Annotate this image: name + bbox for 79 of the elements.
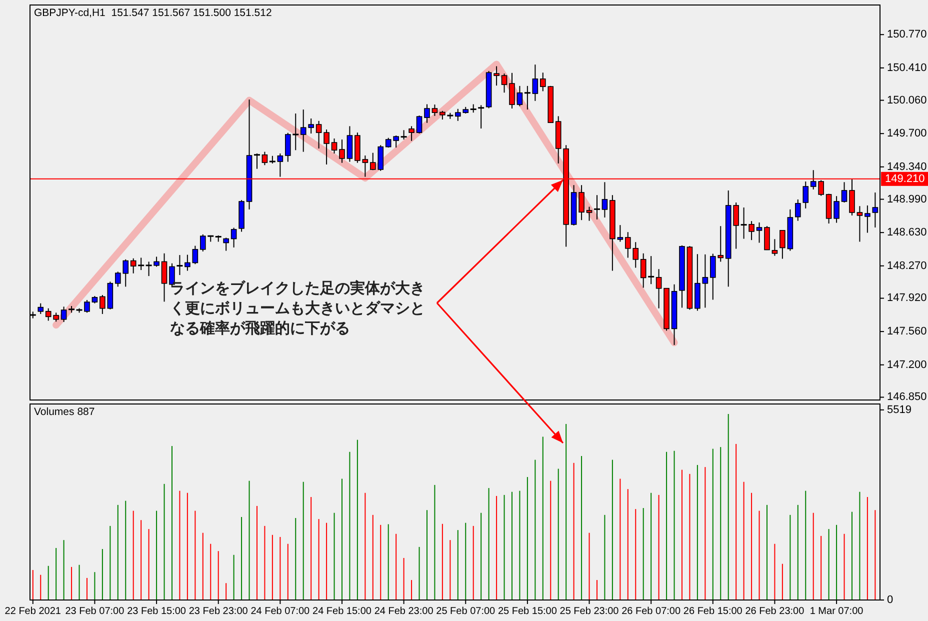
y-tick-label: 150.410 xyxy=(887,62,927,74)
candlestick xyxy=(223,237,229,252)
candlestick xyxy=(38,302,44,314)
candlestick xyxy=(60,306,67,323)
y-tick-label: 147.920 xyxy=(887,292,927,304)
candlestick xyxy=(702,254,708,308)
candlestick xyxy=(324,129,330,165)
x-tick-label: 23 Feb 07:00 xyxy=(65,606,125,617)
x-tick-label: 24 Feb 15:00 xyxy=(312,606,372,617)
y-tick-label: 0 xyxy=(887,594,894,606)
y-tick-label: 148.990 xyxy=(887,193,927,206)
ref-line-label: 149.210 xyxy=(885,172,925,185)
y-tick-label: 147.560 xyxy=(887,326,927,338)
candlestick xyxy=(532,64,538,102)
candlestick xyxy=(593,194,601,220)
candlestick xyxy=(764,226,770,251)
y-tick-label: 148.630 xyxy=(887,226,927,239)
candlestick xyxy=(509,72,515,110)
candlestick xyxy=(161,252,168,302)
candlestick xyxy=(192,245,198,265)
x-tick-label: 25 Feb 15:00 xyxy=(498,606,558,617)
candlestick xyxy=(756,222,762,244)
candlestick xyxy=(400,130,408,140)
candlestick xyxy=(424,104,430,124)
candlestick xyxy=(100,294,106,314)
chart-title: Volumes 887 xyxy=(34,406,95,418)
candlestick xyxy=(494,66,500,86)
candlestick xyxy=(408,126,414,142)
y-tick-label: 150.770 xyxy=(887,28,927,41)
chart-title: GBPJPY-cd,H1 151.547 151.567 151.500 151.512 xyxy=(34,7,272,19)
candlestick xyxy=(578,184,584,221)
candlestick xyxy=(416,115,422,134)
candlestick xyxy=(477,104,485,129)
y-tick-label: 150.060 xyxy=(887,94,927,106)
candlestick xyxy=(516,85,523,107)
candlestick xyxy=(176,254,184,276)
candlestick xyxy=(772,238,778,256)
candlestick xyxy=(802,181,809,209)
candlestick xyxy=(346,126,353,162)
y-tick-label: 149.340 xyxy=(887,160,927,173)
x-tick-label: 26 Feb 07:00 xyxy=(622,606,681,617)
y-tick-label: 146.850 xyxy=(887,391,927,404)
candlestick xyxy=(780,230,786,260)
candlestick xyxy=(586,206,592,222)
candlestick xyxy=(331,138,338,154)
candlestick xyxy=(432,104,438,116)
x-tick-label: 24 Feb 23:00 xyxy=(374,606,434,617)
x-tick-label: 1 Mar 07:00 xyxy=(810,606,864,617)
candlestick xyxy=(834,196,840,224)
candlestick xyxy=(277,152,284,178)
y-tick-label: 148.270 xyxy=(887,260,927,272)
annotation: ラインをブレイクした足の実体が大きく更にボリュームも大きいとダマシとなる確率が飛躍的に下がる xyxy=(170,279,425,337)
candlestick xyxy=(253,152,261,170)
x-tick-label: 25 Feb 23:00 xyxy=(560,606,620,617)
y-tick-label: 149.700 xyxy=(887,128,927,140)
candlestick xyxy=(602,182,608,218)
candlestick xyxy=(316,120,322,149)
x-tick-label: 26 Feb 23:00 xyxy=(745,606,805,617)
x-tick-label: 24 Feb 07:00 xyxy=(250,606,310,617)
x-tick-label: 22 Feb 2021 xyxy=(4,606,62,617)
y-tick-label: 147.200 xyxy=(887,358,927,371)
candlestick xyxy=(339,139,345,164)
y-tick-label: 5519 xyxy=(887,404,912,416)
x-tick-label: 25 Feb 07:00 xyxy=(436,606,496,617)
candlestick xyxy=(184,254,190,272)
candlestick xyxy=(230,227,237,248)
candlestick xyxy=(617,224,624,242)
candlestick xyxy=(864,204,870,234)
candlestick xyxy=(856,206,863,242)
x-tick-label: 23 Feb 15:00 xyxy=(127,606,186,617)
candlestick xyxy=(262,151,268,166)
candlestick xyxy=(656,268,662,309)
x-tick-label: 23 Feb 23:00 xyxy=(188,606,248,617)
x-tick-label: 26 Feb 15:00 xyxy=(683,606,743,617)
candlestick xyxy=(841,182,848,203)
candlestick xyxy=(795,198,801,222)
candlestick xyxy=(501,73,508,94)
candlestick xyxy=(524,85,532,110)
candlestick xyxy=(826,193,832,224)
